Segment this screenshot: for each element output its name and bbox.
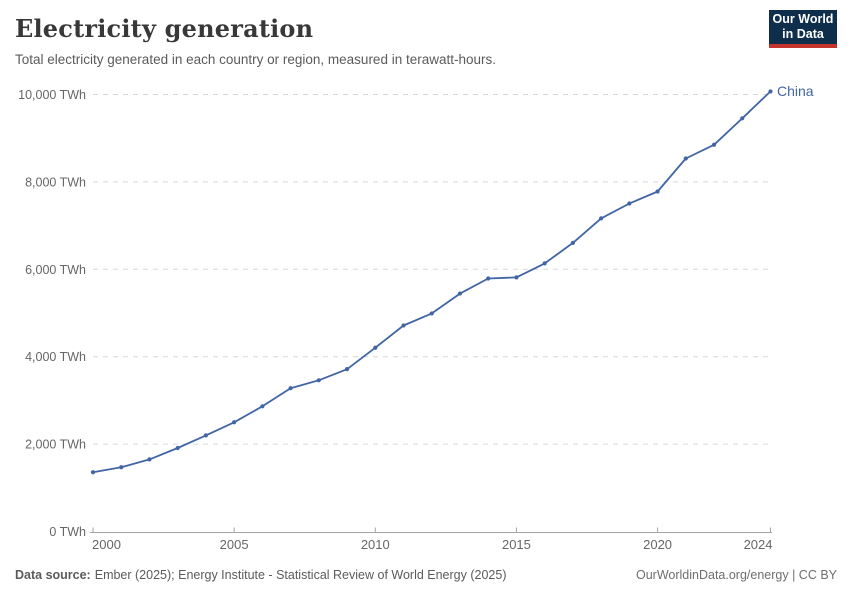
x-tick-label: 2015 [502, 537, 531, 552]
china-line-series[interactable] [92, 90, 772, 474]
owid-logo-line1: Our World [772, 12, 834, 26]
data-point-2014[interactable] [486, 276, 491, 281]
y-tick-label: 2,000 TWh [25, 438, 86, 452]
data-point-2012[interactable] [429, 311, 434, 316]
data-point-2023[interactable] [740, 116, 745, 121]
y-tick-label: 8,000 TWh [25, 175, 86, 189]
page-title: Electricity generation [15, 14, 314, 43]
data-source: Data source: Ember (2025); Energy Institu… [15, 568, 506, 582]
data-point-2006[interactable] [260, 404, 265, 409]
data-point-2019[interactable] [627, 201, 632, 206]
data-source-label: Data source: [15, 568, 91, 582]
x-tick-label: 2000 [92, 537, 121, 552]
data-point-2018[interactable] [599, 216, 604, 221]
x-tick-label: 2024 [744, 537, 773, 552]
data-point-2005[interactable] [232, 420, 237, 425]
data-point-2013[interactable] [457, 291, 463, 296]
data-point-2008[interactable] [316, 378, 321, 383]
data-point-2009[interactable] [344, 367, 350, 372]
y-tick-label: 4,000 TWh [25, 350, 86, 364]
chart-footer: Data source: Ember (2025); Energy Institu… [15, 568, 837, 582]
data-point-2017[interactable] [570, 240, 575, 245]
data-point-2016[interactable] [542, 261, 547, 266]
data-point-2000[interactable] [90, 470, 96, 475]
data-point-2022[interactable] [711, 142, 717, 147]
data-point-2003[interactable] [175, 445, 180, 451]
data-point-2001[interactable] [119, 465, 124, 470]
x-tick-label: 2005 [220, 537, 249, 552]
data-point-2021[interactable] [683, 156, 688, 161]
data-point-2007[interactable] [288, 386, 293, 391]
data-point-2015[interactable] [514, 275, 519, 280]
owid-footer-link[interactable]: OurWorldinData.org/energy | CC BY [635, 568, 837, 582]
x-tick-label: 2020 [643, 537, 672, 552]
page-subtitle: Total electricity generated in each coun… [15, 52, 496, 67]
y-tick-label: 0 TWh [49, 525, 86, 539]
data-source-text: Ember (2025); Energy Institute - Statist… [94, 568, 507, 582]
owid-logo[interactable]: Our World in Data [769, 10, 837, 48]
data-point-2011[interactable] [401, 323, 406, 328]
data-point-2002[interactable] [147, 457, 152, 462]
owid-logo-line2: in Data [782, 27, 824, 41]
series-label-china[interactable]: China [777, 83, 814, 99]
data-point-2004[interactable] [203, 433, 209, 438]
data-point-2024[interactable] [768, 89, 773, 94]
y-tick-label: 6,000 TWh [25, 263, 86, 277]
y-tick-label: 10,000 TWh [18, 88, 86, 102]
data-point-2020[interactable] [655, 189, 660, 194]
x-tick-label: 2010 [361, 537, 390, 552]
data-point-2010[interactable] [373, 345, 378, 350]
